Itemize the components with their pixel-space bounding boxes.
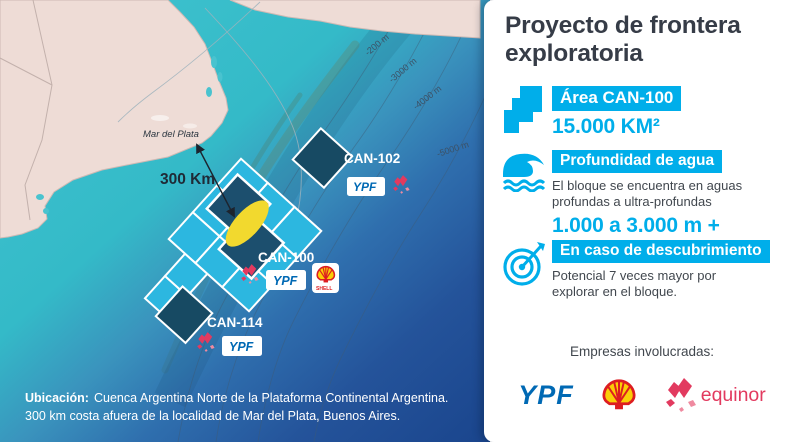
- depth-badge: Profundidad de agua: [552, 150, 723, 174]
- location-caption: Ubicación: Cuenca Argentina Norte de la …: [25, 391, 448, 423]
- ypf-badge: YPF: [347, 177, 385, 196]
- equinor-wordmark: equinor: [700, 383, 766, 406]
- target-icon: [503, 242, 545, 286]
- svg-text:YPF: YPF: [229, 340, 254, 354]
- discovery-text-line2: explorar en el bloque.: [552, 284, 678, 300]
- section-area: Área CAN-100 15.000 KM²: [500, 86, 682, 139]
- info-panel: Proyecto de frontera exploratoria Área C…: [484, 0, 800, 442]
- label-can-102: CAN-102: [344, 151, 400, 166]
- prospect-ellipse: [225, 200, 269, 247]
- blocks-icon: [504, 86, 542, 133]
- wave-icon: [502, 153, 546, 192]
- depth-text-line1: El bloque se encuentra en aguas: [552, 178, 743, 194]
- depth-text-line2: profundas a ultra-profundas: [552, 194, 712, 210]
- shell-logo: [602, 379, 636, 410]
- section-depth: Profundidad de agua El bloque se encuent…: [500, 150, 742, 238]
- companies-heading: Empresas involucradas:: [569, 344, 715, 359]
- ypf-badge: YPF: [222, 336, 262, 356]
- land-details: [36, 56, 223, 214]
- ypf-logo: YPF: [518, 379, 574, 410]
- maritime-boundaries: [117, 1, 302, 226]
- equinor-star-icon: [665, 378, 696, 412]
- caption-line2: 300 km costa afuera de la localidad de M…: [25, 409, 400, 423]
- block-can-114: [154, 285, 214, 345]
- company-logos: YPF equinor: [484, 370, 800, 420]
- city-label: Mar del Plata: [143, 129, 199, 140]
- distance-label: 300 Km: [160, 171, 215, 188]
- svg-text:SHELL: SHELL: [316, 286, 332, 292]
- land-argentina: [0, 0, 229, 239]
- discovery-badge: En caso de descubrimiento: [552, 240, 770, 264]
- map-operator-badges: YPF YPF YPF: [197, 175, 410, 356]
- map: -200 m -3000 m -4000 m -5000 m: [0, 0, 490, 442]
- caption-line1: Cuenca Argentina Norte de la Plataforma …: [94, 391, 448, 405]
- caption-lead: Ubicación:: [25, 391, 89, 405]
- svg-text:YPF: YPF: [353, 180, 377, 194]
- slope-shadow: [154, 8, 413, 408]
- svg-text:YPF: YPF: [273, 274, 298, 288]
- shell-badge: SHELL: [312, 263, 339, 293]
- block-can-102: [291, 126, 354, 190]
- equinor-logo: equinor: [664, 376, 766, 414]
- block-band: [143, 126, 354, 345]
- section-discovery: En caso de descubrimiento Potencial 7 ve…: [500, 240, 770, 300]
- depth-contours: [177, 0, 489, 442]
- province-borders: [0, 0, 53, 221]
- distance-arrow: [196, 143, 235, 218]
- area-badge: Área CAN-100: [552, 86, 682, 111]
- land-uruguay: [229, 0, 481, 39]
- label-can-114: CAN-114: [207, 315, 263, 330]
- area-value: 15.000 KM²: [552, 114, 660, 138]
- discovery-text-line1: Potencial 7 veces mayor por: [552, 268, 717, 284]
- slope-ridge: [257, 40, 360, 180]
- depth-value: 1.000 a 3.000 m +: [552, 214, 720, 238]
- label-can-100: CAN-100: [258, 250, 314, 265]
- ypf-badge: YPF: [266, 270, 306, 290]
- page-title: Proyecto de frontera exploratoria: [505, 12, 741, 68]
